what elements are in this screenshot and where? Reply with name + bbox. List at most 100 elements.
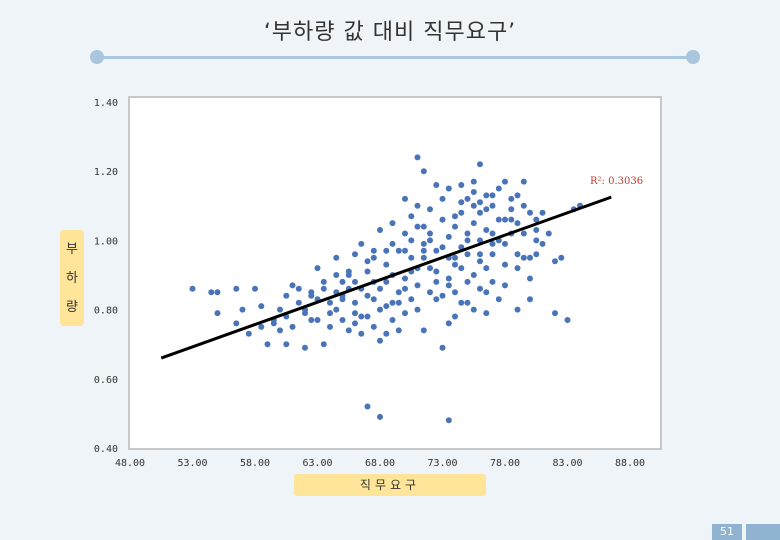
scatter-point xyxy=(464,230,471,237)
scatter-point xyxy=(333,272,340,278)
scatter-point xyxy=(470,189,477,195)
scatter-point xyxy=(464,237,471,244)
scatter-point xyxy=(214,289,221,296)
scatter-point xyxy=(395,299,402,306)
scatter-point xyxy=(464,278,471,285)
scatter-point xyxy=(208,289,215,296)
scatter-point xyxy=(377,337,383,344)
scatter-point xyxy=(389,220,396,227)
y-tick-label: 0.60 xyxy=(94,375,118,386)
scatter-point xyxy=(464,299,471,306)
scatter-point xyxy=(452,223,458,230)
scatter-point xyxy=(452,213,458,220)
scatter-point xyxy=(514,251,521,258)
scatter-point xyxy=(458,182,465,188)
scatter-point xyxy=(395,327,402,334)
scatter-point xyxy=(445,233,452,240)
scatter-point xyxy=(527,275,533,282)
scatter-point xyxy=(420,254,427,261)
scatter-point xyxy=(433,247,440,254)
scatter-point xyxy=(327,323,333,330)
x-tick-label: 48.00 xyxy=(115,458,145,469)
scatter-point xyxy=(389,317,396,323)
scatter-point xyxy=(389,240,396,247)
scatter-point xyxy=(470,306,477,313)
scatter-point xyxy=(445,417,452,424)
scatter-point xyxy=(483,192,490,199)
x-axis-ticks: 48.00 53.00 58.00 63.00 68.00 73.00 78.00 83.00… xyxy=(115,458,645,469)
y-tick-label: 1.00 xyxy=(94,236,118,247)
scatter-point xyxy=(314,265,321,272)
scatter-point xyxy=(452,261,458,268)
scatter-point xyxy=(433,296,440,303)
x-axis-label: 직무요구 xyxy=(294,474,486,496)
scatter-point xyxy=(427,206,433,213)
scatter-point xyxy=(514,265,521,272)
scatter-point xyxy=(402,195,408,202)
scatter-point xyxy=(364,258,371,265)
scatter-point xyxy=(445,185,452,192)
scatter-point xyxy=(383,261,390,268)
x-tick-label: 78.00 xyxy=(490,458,520,469)
scatter-point xyxy=(320,341,327,348)
scatter-point xyxy=(508,216,515,223)
scatter-point xyxy=(420,240,427,247)
scatter-point xyxy=(483,227,490,233)
scatter-point xyxy=(345,268,352,275)
scatter-point xyxy=(427,289,433,296)
scatter-point xyxy=(377,306,383,313)
scatter-point xyxy=(308,292,315,299)
scatter-point xyxy=(364,313,371,320)
x-tick-label: 63.00 xyxy=(302,458,332,469)
y-axis-label-char: 하 xyxy=(66,271,78,286)
scatter-point xyxy=(545,230,552,237)
scatter-point xyxy=(439,344,446,351)
scatter-point xyxy=(252,285,258,292)
scatter-point xyxy=(245,330,252,337)
scatter-point xyxy=(552,310,558,317)
scatter-point xyxy=(320,285,327,292)
scatter-point xyxy=(358,330,365,337)
scatter-point xyxy=(352,310,358,317)
scatter-point xyxy=(214,310,221,317)
scatter-point xyxy=(483,310,490,317)
scatter-point xyxy=(333,306,340,313)
scatter-point xyxy=(420,247,427,254)
scatter-point xyxy=(445,320,452,327)
scatter-point xyxy=(483,265,490,272)
scatter-point xyxy=(364,268,371,275)
scatter-point xyxy=(564,317,571,323)
r-squared-label: R²: 0.3036 xyxy=(590,176,644,187)
scatter-point xyxy=(395,247,402,254)
scatter-point xyxy=(233,320,240,327)
scatter-point xyxy=(327,310,333,317)
scatter-point xyxy=(458,199,465,206)
scatter-point xyxy=(320,278,327,285)
scatter-point xyxy=(502,261,508,268)
scatter-point xyxy=(402,285,408,292)
scatter-points xyxy=(189,154,583,424)
scatter-point xyxy=(352,299,358,306)
scatter-point xyxy=(402,275,408,282)
scatter-point xyxy=(502,178,508,185)
scatter-point xyxy=(370,323,377,330)
scatter-point xyxy=(339,296,346,303)
scatter-point xyxy=(508,195,515,202)
scatter-point xyxy=(377,285,383,292)
scatter-point xyxy=(445,282,452,289)
scatter-point xyxy=(239,306,246,313)
scatter-point xyxy=(439,195,446,202)
page-number: 51 xyxy=(712,524,742,540)
scatter-point xyxy=(452,254,458,261)
scatter-point xyxy=(470,272,477,278)
scatter-point xyxy=(420,168,427,175)
scatter-point xyxy=(527,296,533,303)
scatter-point xyxy=(464,251,471,258)
scatter-point xyxy=(289,282,296,289)
title-rule-right-dot xyxy=(686,50,700,64)
scatter-point xyxy=(339,317,346,323)
scatter-point xyxy=(314,317,321,323)
scatter-point xyxy=(477,237,483,244)
